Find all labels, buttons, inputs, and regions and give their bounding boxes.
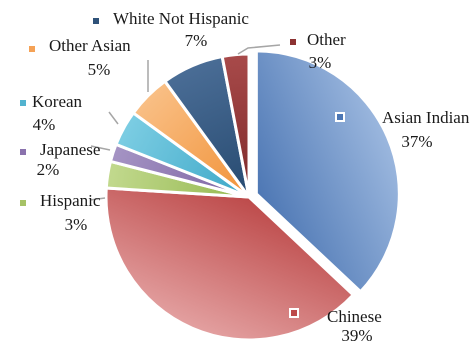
slice-value-korean: 4%: [33, 115, 56, 134]
slice-label-japanese: Japanese: [40, 140, 100, 159]
legend-marker-japanese: [20, 149, 26, 155]
leader-line-other: [237, 44, 281, 55]
legend-marker-white-not-hispanic: [93, 18, 99, 24]
slice-value-other: 3%: [309, 53, 332, 72]
legend-marker-other-asian: [29, 46, 35, 52]
leader-line-japanese: [90, 145, 111, 151]
slice-label-white-not-hispanic: White Not Hispanic: [113, 9, 249, 28]
legend-markers: [20, 18, 345, 318]
pie-slices: [104, 49, 401, 341]
leader-line-hispanic: [89, 197, 106, 201]
pie-slice-other: [220, 52, 251, 199]
legend-marker-inner-chinese: [291, 310, 297, 316]
slice-label-korean: Korean: [32, 92, 83, 111]
slice-value-japanese: 2%: [37, 160, 60, 179]
slice-value-chinese: 39%: [341, 326, 372, 341]
slice-label-hispanic: Hispanic: [40, 191, 101, 210]
slice-label-chinese: Chinese: [327, 307, 382, 326]
slice-value-white-not-hispanic: 7%: [185, 31, 208, 50]
legend-marker-inner-asian-indian: [337, 114, 343, 120]
leader-line-korean: [108, 111, 119, 125]
slice-label-asian-indian: Asian Indian: [382, 108, 470, 127]
pie-slice-chinese: [104, 186, 355, 341]
slice-value-hispanic: 3%: [65, 215, 88, 234]
slice-label-other-asian: Other Asian: [49, 36, 131, 55]
legend-marker-hispanic: [20, 200, 26, 206]
slice-value-asian-indian: 37%: [401, 132, 432, 151]
legend-marker-korean: [20, 100, 26, 106]
legend-marker-other: [290, 39, 296, 45]
leader-lines: [89, 44, 281, 201]
pie-slice-asian-indian: [254, 49, 401, 294]
slice-value-other-asian: 5%: [88, 60, 111, 79]
slice-label-other: Other: [307, 30, 346, 49]
